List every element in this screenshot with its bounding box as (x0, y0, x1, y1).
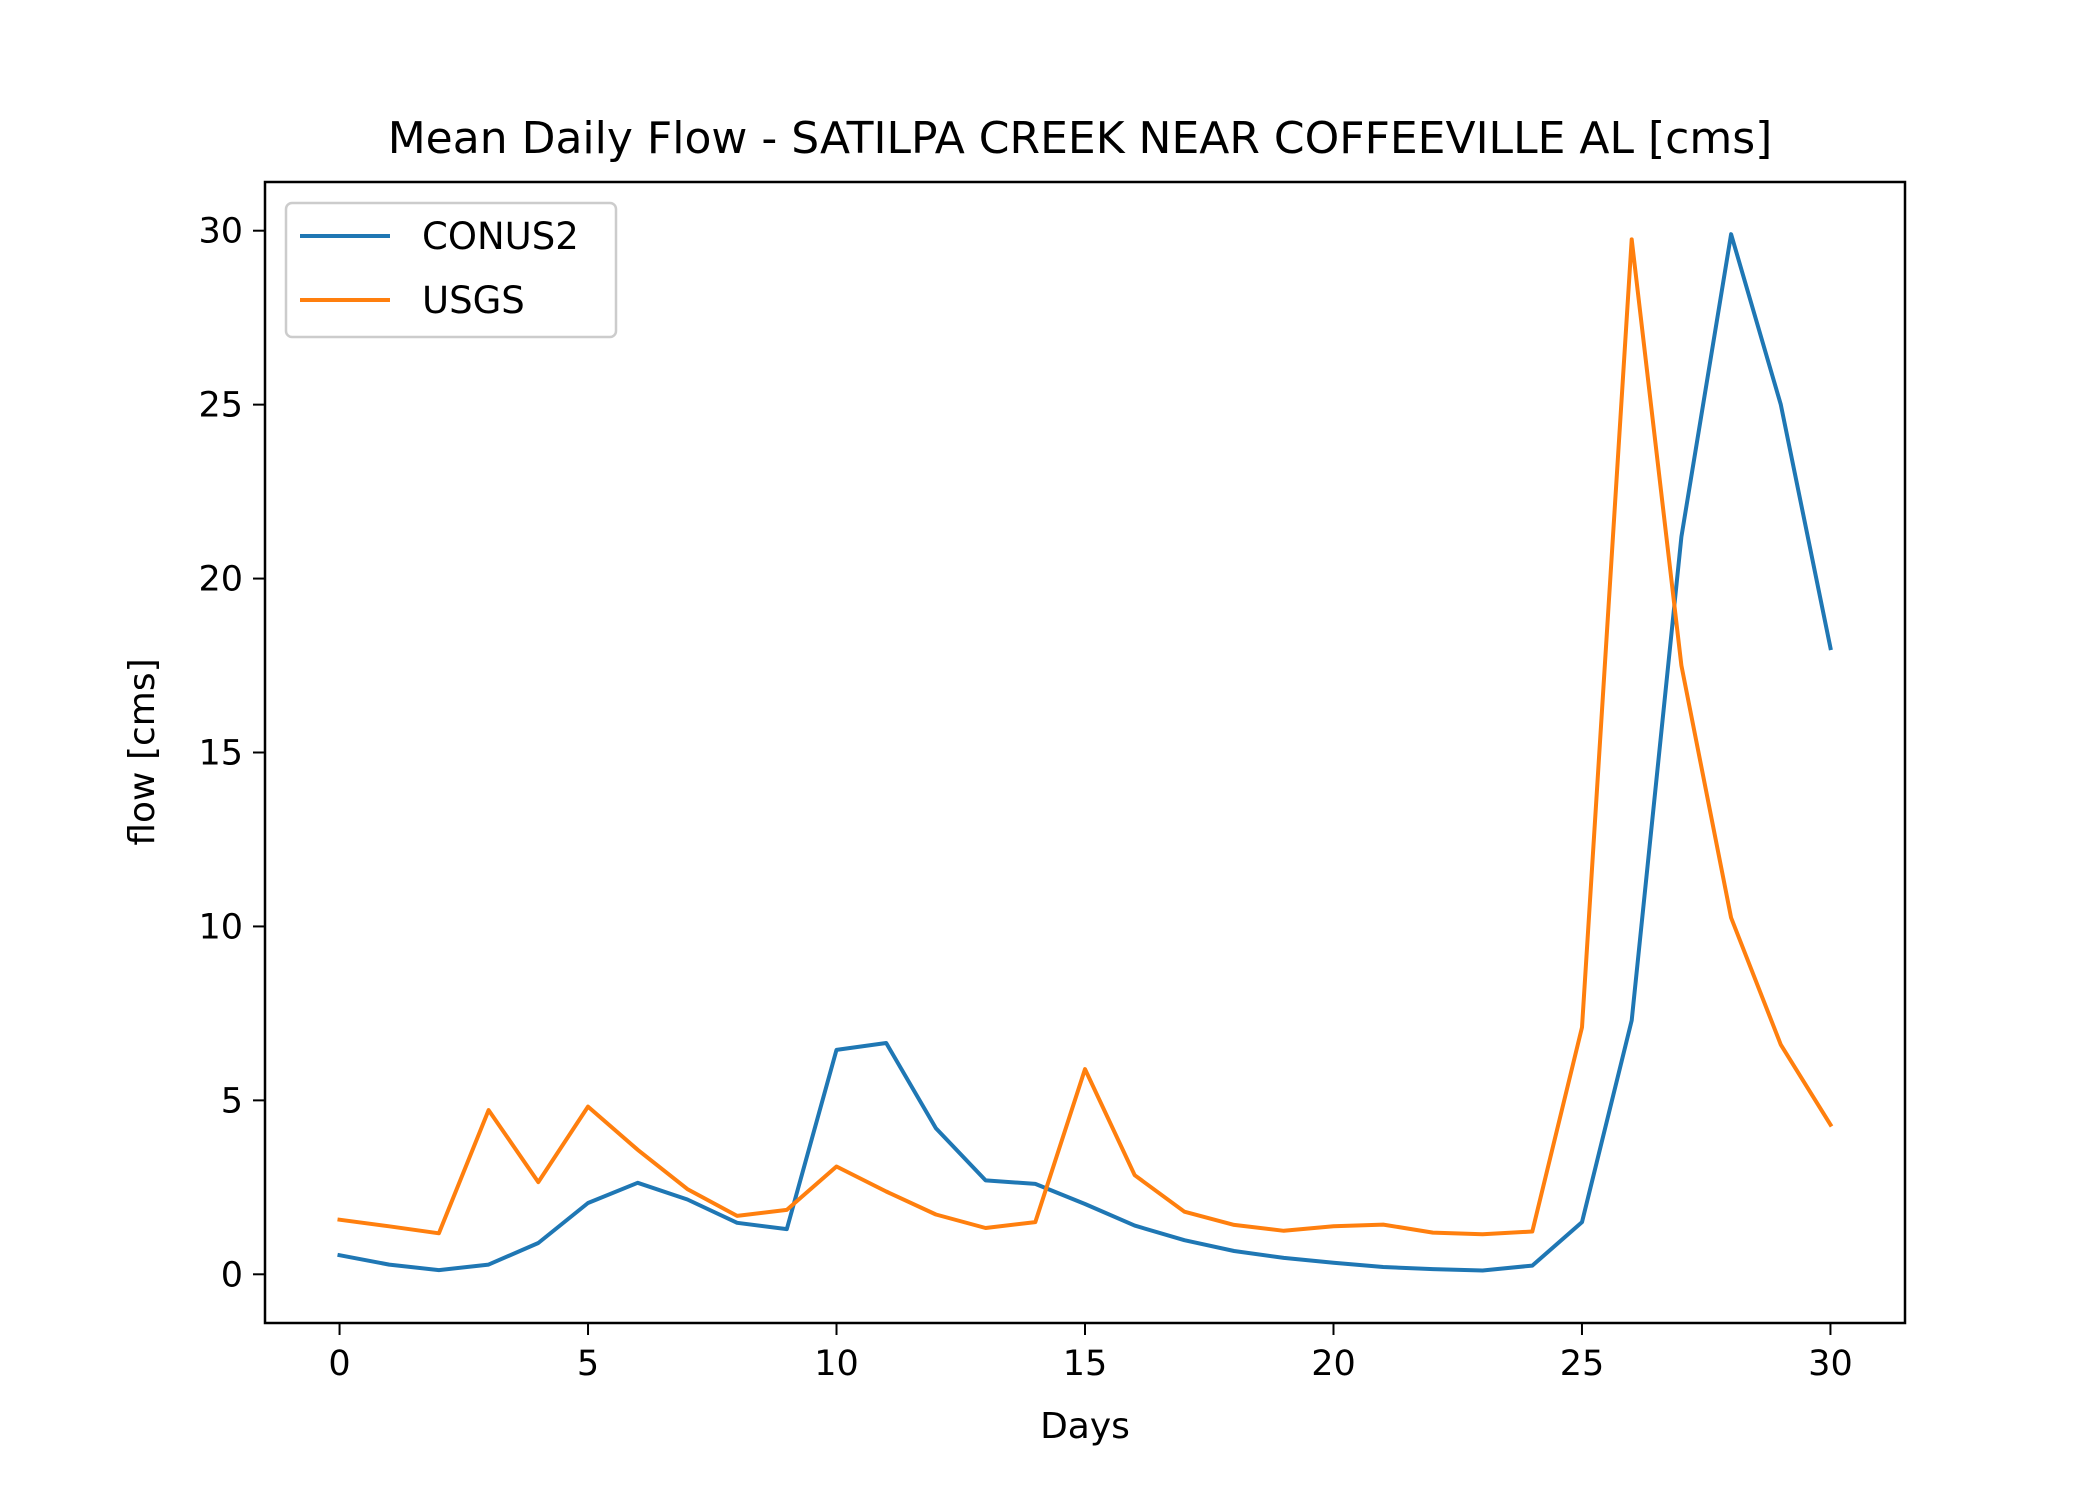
x-tick-label: 5 (577, 1344, 599, 1384)
plot-area (337, 232, 1834, 1273)
y-tick-label: 25 (198, 386, 243, 426)
y-axis: 0 5 10 15 20 25 30 (198, 212, 265, 1295)
legend-label-usgs: USGS (422, 279, 525, 322)
x-tick-label: 30 (1808, 1344, 1853, 1384)
x-tick-label: 15 (1063, 1344, 1108, 1384)
x-tick-label: 25 (1560, 1344, 1605, 1384)
series-line-conus2 (337, 232, 1833, 1273)
x-axis: 0 5 10 15 20 25 30 (328, 1323, 1853, 1384)
y-tick-label: 5 (221, 1081, 243, 1121)
legend-label-conus2: CONUS2 (422, 215, 579, 258)
y-axis-label: flow [cms] (122, 658, 163, 845)
x-tick-label: 20 (1311, 1344, 1356, 1384)
x-tick-label: 10 (814, 1344, 859, 1384)
y-tick-label: 0 (221, 1255, 243, 1295)
legend: CONUS2 USGS (284, 201, 618, 339)
y-tick-label: 30 (198, 212, 243, 252)
x-axis-label: Days (1040, 1406, 1130, 1447)
chart-title: Mean Daily Flow - SATILPA CREEK NEAR COF… (388, 113, 1773, 164)
series-line-usgs (337, 237, 1834, 1237)
y-tick-label: 20 (198, 560, 243, 600)
x-tick-label: 0 (328, 1344, 350, 1384)
y-tick-label: 10 (198, 907, 243, 947)
y-tick-label: 15 (198, 734, 243, 774)
